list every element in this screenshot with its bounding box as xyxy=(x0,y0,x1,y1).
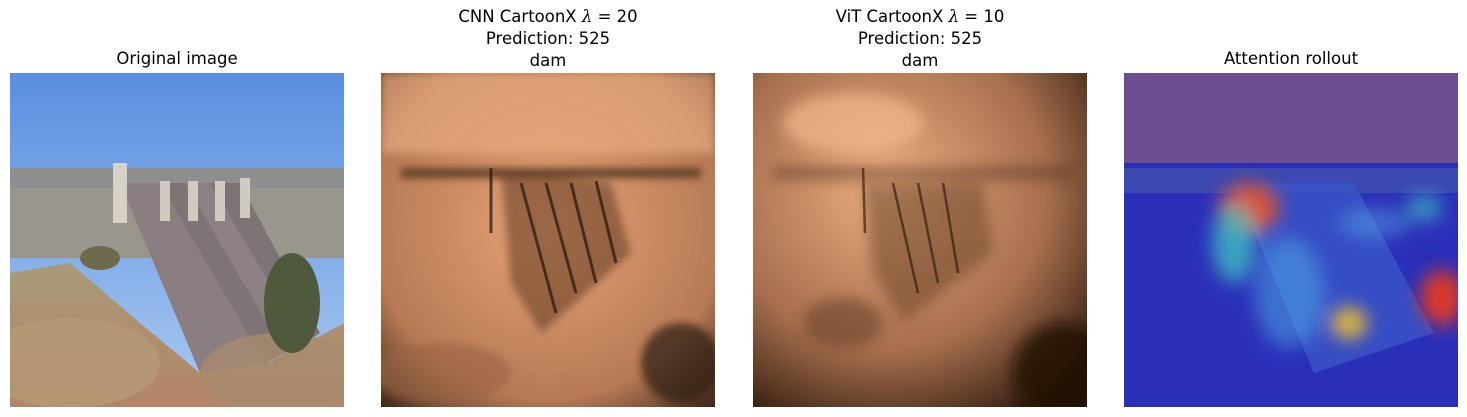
prediction-label: Prediction: 525 xyxy=(857,29,983,48)
attention-rollout-heatmap xyxy=(1124,73,1458,407)
original-dam-photo xyxy=(10,73,344,407)
lambda-symbol: λ xyxy=(948,7,960,26)
class-label: dam xyxy=(529,51,567,70)
title-prefix: ViT CartoonX xyxy=(835,7,944,26)
panel-attention-rollout: Attention rollout xyxy=(1124,0,1458,417)
panel-title: CNN CartoonX λ = 20 xyxy=(381,6,715,28)
panel-vit-cartoonx: ViT CartoonX λ = 10 Prediction: 525 dam xyxy=(753,0,1087,417)
lambda-value: = 10 xyxy=(964,7,1005,26)
panel-title: ViT CartoonX λ = 10 xyxy=(753,6,1087,28)
panel-title: Original image xyxy=(116,49,238,68)
lambda-symbol: λ xyxy=(581,7,593,26)
vit-cartoonx-explanation xyxy=(753,73,1087,407)
prediction-label: Prediction: 525 xyxy=(485,29,611,48)
class-label: dam xyxy=(901,51,939,70)
lambda-value: = 20 xyxy=(597,7,638,26)
title-prefix: CNN CartoonX xyxy=(458,7,577,26)
panel-title: Attention rollout xyxy=(1223,49,1359,68)
cnn-cartoonx-explanation xyxy=(381,73,715,407)
panel-original: Original image xyxy=(10,0,344,417)
panel-cnn-cartoonx: CNN CartoonX λ = 20 Prediction: 525 dam xyxy=(381,0,715,417)
